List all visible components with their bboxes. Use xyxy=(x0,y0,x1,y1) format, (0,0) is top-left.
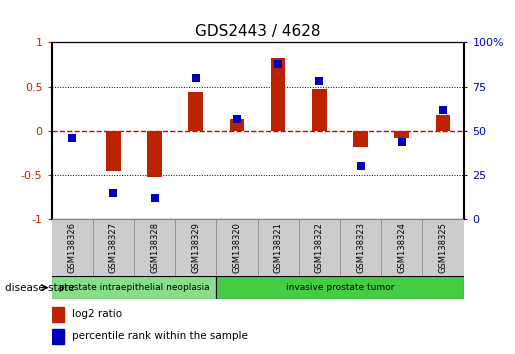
Point xyxy=(150,195,159,201)
Bar xyxy=(175,219,216,276)
Bar xyxy=(147,131,162,177)
Bar xyxy=(52,307,64,322)
Bar xyxy=(52,276,216,299)
Point xyxy=(233,116,241,121)
Bar xyxy=(52,329,64,344)
Title: GDS2443 / 4628: GDS2443 / 4628 xyxy=(195,23,320,39)
Text: GSM138320: GSM138320 xyxy=(232,222,242,273)
Point xyxy=(192,75,200,81)
Bar xyxy=(230,120,244,131)
Bar xyxy=(394,131,409,138)
Point xyxy=(315,79,323,84)
Text: prostate intraepithelial neoplasia: prostate intraepithelial neoplasia xyxy=(59,283,209,292)
Bar xyxy=(188,92,203,131)
Point xyxy=(109,190,117,196)
Bar xyxy=(381,219,422,276)
Text: invasive prostate tumor: invasive prostate tumor xyxy=(286,283,394,292)
Bar xyxy=(312,88,327,131)
Bar xyxy=(353,131,368,147)
Bar xyxy=(422,219,464,276)
Bar xyxy=(134,219,175,276)
Bar xyxy=(216,219,258,276)
Text: GSM138325: GSM138325 xyxy=(438,222,448,273)
Bar xyxy=(340,219,381,276)
Point xyxy=(68,135,76,141)
Point xyxy=(274,61,282,67)
Bar xyxy=(271,58,285,131)
Point xyxy=(439,107,447,113)
Text: GSM138322: GSM138322 xyxy=(315,222,324,273)
Point xyxy=(398,139,406,144)
Text: percentile rank within the sample: percentile rank within the sample xyxy=(72,331,248,341)
Text: GSM138321: GSM138321 xyxy=(273,222,283,273)
Text: disease state: disease state xyxy=(5,282,75,293)
Text: GSM138324: GSM138324 xyxy=(397,222,406,273)
Text: GSM138329: GSM138329 xyxy=(191,222,200,273)
Text: GSM138328: GSM138328 xyxy=(150,222,159,273)
Text: GSM138326: GSM138326 xyxy=(67,222,77,273)
Bar xyxy=(299,219,340,276)
Bar xyxy=(93,219,134,276)
Bar xyxy=(106,131,121,171)
Bar xyxy=(436,115,450,131)
Text: log2 ratio: log2 ratio xyxy=(72,309,122,319)
Bar xyxy=(216,276,464,299)
Point xyxy=(356,164,365,169)
Text: GSM138327: GSM138327 xyxy=(109,222,118,273)
Bar xyxy=(258,219,299,276)
Text: GSM138323: GSM138323 xyxy=(356,222,365,273)
Bar xyxy=(52,219,93,276)
